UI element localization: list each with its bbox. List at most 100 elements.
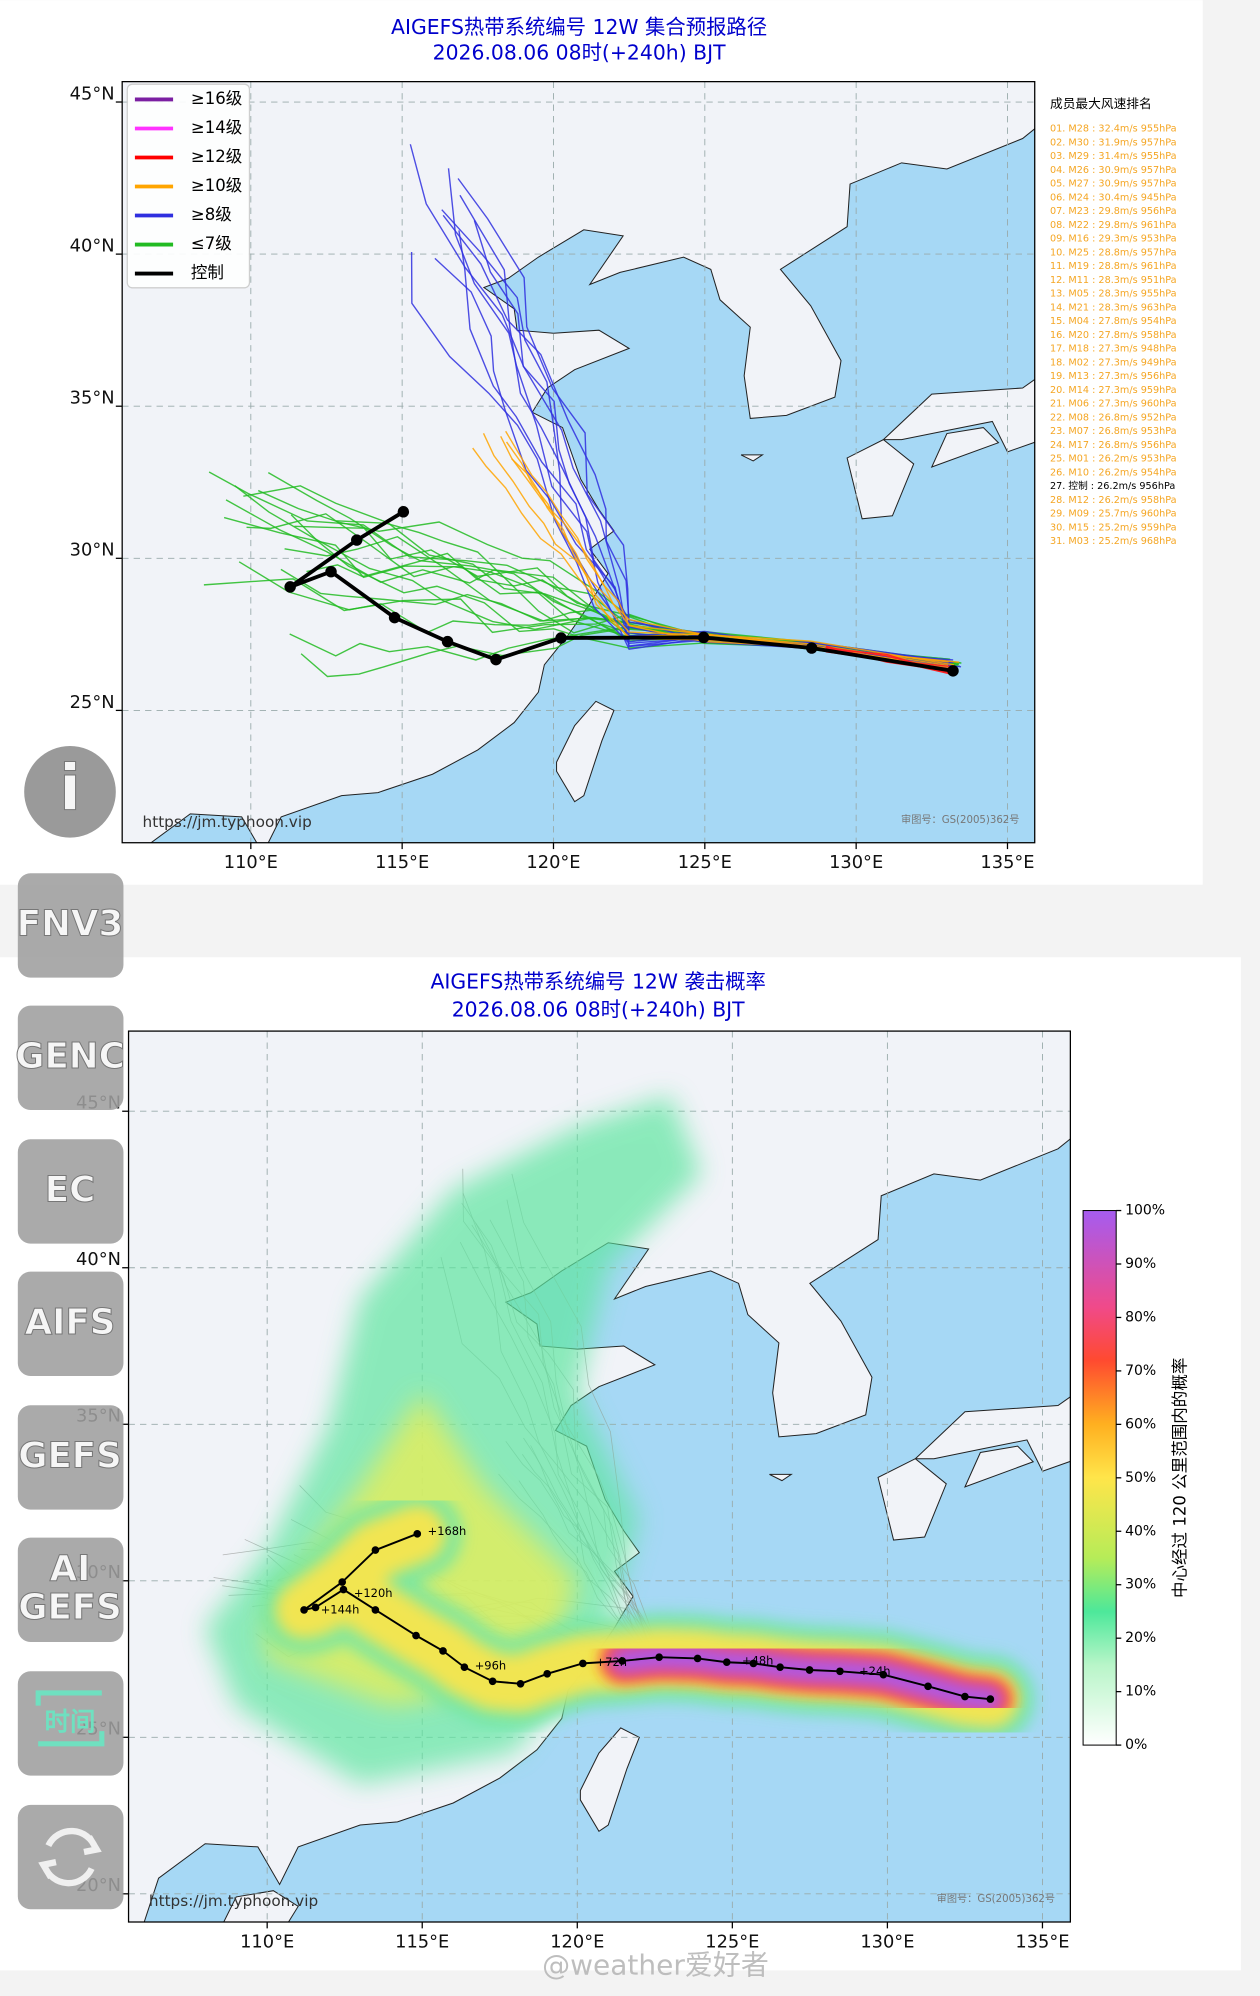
button-label: EC — [45, 1169, 95, 1210]
track-point — [412, 1631, 420, 1640]
chart-subtitle: 2026.08.06 08时(+240h) BJT — [452, 998, 745, 1022]
ranking-title: 成员最大风速排名 — [1050, 96, 1152, 111]
source-url: https://jm.typhoon.vip — [143, 813, 312, 831]
y-tick-label: 35°N — [70, 388, 115, 409]
island — [882, 378, 1035, 453]
track-point — [388, 611, 401, 624]
track-point — [655, 1653, 663, 1661]
track-point — [924, 1682, 932, 1691]
ranking-entry: 11. M19 : 28.8m/s 961hPa — [1050, 261, 1177, 272]
track-label: +48h — [742, 1654, 773, 1668]
button-label: GEFS — [18, 1435, 122, 1476]
track-point — [371, 1606, 380, 1614]
x-tick-label: 130°E — [860, 1931, 914, 1952]
button-label: AIFS — [25, 1302, 116, 1343]
legend-label: ≥8级 — [191, 205, 232, 224]
ranking-entry: 10. M25 : 28.8m/s 957hPa — [1050, 247, 1177, 258]
track-point — [311, 1603, 320, 1612]
colorbar-label: 90% — [1125, 1256, 1156, 1272]
ranking-entry: 14. M21 : 28.3m/s 963hPa — [1050, 302, 1177, 313]
ranking-entry: 16. M20 : 27.8m/s 958hPa — [1050, 330, 1177, 341]
button-label: 时间 — [45, 1707, 96, 1737]
colorbar-label: 80% — [1125, 1309, 1156, 1325]
refresh-button[interactable] — [17, 1804, 124, 1910]
track-point — [371, 1546, 380, 1554]
model-button[interactable] — [17, 873, 124, 978]
track-label: +24h — [859, 1664, 890, 1678]
info-button[interactable] — [24, 746, 116, 838]
model-button[interactable] — [17, 1005, 124, 1110]
y-tick-label: 45°N — [70, 83, 115, 104]
island — [877, 1458, 947, 1541]
ranking-entry: 15. M04 : 27.8m/s 954hPa — [1050, 316, 1177, 327]
track-point — [693, 1654, 702, 1663]
track-point — [460, 1663, 469, 1672]
track-label: +144h — [321, 1603, 360, 1617]
track-point — [961, 1692, 969, 1701]
ranking-entry: 17. M18 : 27.3m/s 948hPa — [1050, 344, 1177, 355]
track-point — [351, 534, 363, 546]
x-tick-label: 110°E — [224, 852, 278, 873]
model-button[interactable] — [17, 1271, 124, 1376]
y-tick-label: 30°N — [70, 540, 115, 561]
ranking-entry: 07. M23 : 29.8m/s 956hPa — [1050, 206, 1177, 217]
ranking-entry: 19. M13 : 27.3m/s 956hPa — [1050, 371, 1177, 382]
legend-box — [126, 83, 251, 289]
button-label: GENC — [15, 1036, 125, 1077]
colorbar-label: 10% — [1125, 1684, 1156, 1700]
x-tick-label: 135°E — [1015, 1931, 1069, 1952]
island — [846, 439, 915, 520]
island — [769, 1473, 793, 1482]
overlay: 110°E 115°E 120°E 125°E 130°E 135°E 25°N 30°N 35… — [15, 80, 1190, 1982]
y-tick-label: 40°N — [76, 1249, 121, 1270]
track-point — [488, 1677, 497, 1686]
colorbar-label: 50% — [1125, 1470, 1156, 1486]
track-label: +96h — [475, 1659, 506, 1673]
ranking-entry: 01. M28 : 32.4m/s 955hPa — [1050, 124, 1177, 135]
track-point — [413, 1530, 422, 1538]
track-point — [516, 1679, 525, 1688]
legend-label: ≥10级 — [191, 176, 242, 195]
model-button[interactable] — [17, 1537, 124, 1642]
island — [579, 1727, 640, 1832]
ranking-entry: 23. M07 : 26.8m/s 953hPa — [1050, 426, 1177, 437]
y-tick-label: 25°N — [70, 692, 115, 713]
track-point — [836, 1667, 844, 1676]
approval: 审图号：GS(2005)362号 — [901, 813, 1019, 826]
ranking-entry: 06. M24 : 30.4m/s 945hPa — [1050, 192, 1177, 203]
island — [740, 454, 765, 462]
track-point — [722, 1658, 731, 1666]
source-url: https://jm.typhoon.vip — [149, 1892, 318, 1910]
model-button[interactable] — [17, 1405, 124, 1510]
colorbar-label: 60% — [1125, 1416, 1156, 1432]
legend-label: 控制 — [191, 263, 224, 282]
watermark: @weather爱好者 — [542, 1949, 769, 1982]
button-label: AI — [50, 1549, 91, 1590]
ranking-entry: 21. M06 : 27.3m/s 960hPa — [1050, 399, 1177, 410]
track-point — [490, 653, 502, 666]
model-button[interactable] — [17, 1139, 124, 1244]
x-tick-label: 135°E — [980, 852, 1034, 873]
model-button[interactable] — [17, 1671, 124, 1776]
colorbar-label: 0% — [1125, 1737, 1147, 1753]
sea — [150, 128, 1035, 843]
ranking-entry: 31. M03 : 25.2m/s 968hPa — [1050, 536, 1177, 547]
island — [930, 427, 1000, 468]
track-point — [986, 1695, 995, 1703]
plot-frame — [121, 80, 1036, 844]
ranking-entry: 22. M08 : 26.8m/s 952hPa — [1050, 412, 1177, 423]
track-label: +168h — [428, 1524, 467, 1538]
track-point — [947, 665, 959, 677]
plot-frame — [127, 1030, 1071, 1923]
member-track — [441, 209, 951, 666]
colorbar-label: 20% — [1125, 1630, 1156, 1646]
time-icon — [35, 1690, 105, 1747]
y-tick-label: 40°N — [70, 235, 115, 256]
x-tick-label: 120°E — [550, 1931, 604, 1952]
colorbar — [1082, 1210, 1117, 1746]
x-tick-label: 130°E — [829, 852, 883, 873]
x-tick-label: 125°E — [705, 1931, 759, 1952]
legend-label: ≥12级 — [191, 147, 242, 166]
track-point — [805, 1666, 814, 1674]
legend-label: ≥14级 — [191, 118, 242, 137]
